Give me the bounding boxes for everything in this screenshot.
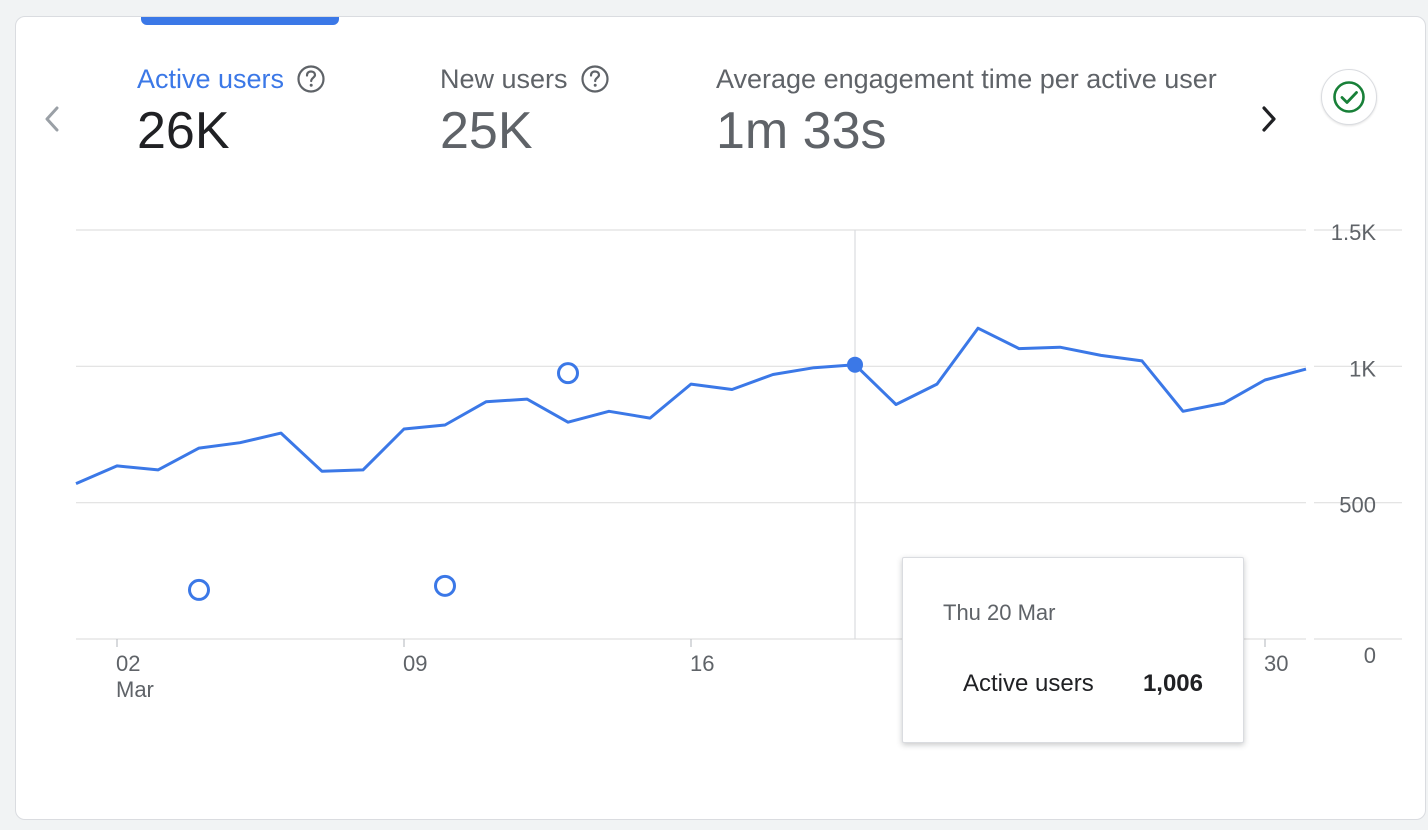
metric-value: 25K xyxy=(440,102,533,160)
active-users-card: Active users 26K New users 25K xyxy=(15,16,1426,820)
x-tick-label: 02 xyxy=(116,651,140,676)
tooltip-metric-value: 1,006 xyxy=(1142,670,1203,697)
series-line-active-users xyxy=(75,326,1307,485)
tab-active-users[interactable]: Active users 26K xyxy=(137,61,326,161)
chart-tooltip: Thu 20 Mar Active users 1,006 xyxy=(902,557,1244,743)
y-tick-label: 0 xyxy=(1364,643,1376,668)
hover-data-point[interactable] xyxy=(847,356,863,373)
help-circle-icon[interactable] xyxy=(296,64,326,94)
x-tick-label: 09 xyxy=(403,651,427,676)
metric-label: Active users xyxy=(137,63,285,94)
metric-value: 1m 33s xyxy=(716,102,887,160)
tooltip-date: Thu 20 Mar xyxy=(943,600,1056,625)
chevron-left-icon[interactable] xyxy=(32,99,72,139)
y-tick-label: 1.5K xyxy=(1331,220,1377,245)
annotation-marker[interactable] xyxy=(434,574,456,597)
annotation-marker[interactable] xyxy=(557,362,579,385)
chevron-right-icon[interactable] xyxy=(1249,99,1289,139)
x-tick-label: 16 xyxy=(690,651,714,676)
tab-new-users[interactable]: New users 25K xyxy=(440,61,610,161)
y-tick-label: 1K xyxy=(1349,356,1376,381)
active-tab-indicator xyxy=(141,17,339,25)
annotation-marker[interactable] xyxy=(188,578,210,601)
metric-value: 26K xyxy=(137,102,230,160)
help-circle-icon[interactable] xyxy=(580,64,610,94)
x-tick-label: 30 xyxy=(1264,651,1288,676)
y-tick-label: 500 xyxy=(1339,493,1376,518)
metric-label: Average engagement time per active user xyxy=(716,63,1217,94)
tab-average-engagement-time[interactable]: Average engagement time per active user … xyxy=(716,61,1234,161)
metric-label: New users xyxy=(440,63,568,94)
x-tick-sublabel: Mar xyxy=(116,677,154,702)
check-circle-icon[interactable] xyxy=(1321,69,1377,125)
tooltip-metric-label: Active users xyxy=(963,670,1094,697)
